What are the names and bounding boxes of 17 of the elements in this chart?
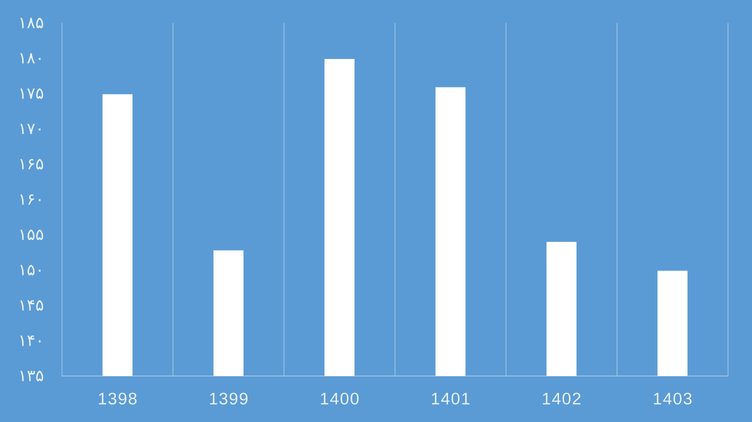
y-tick-label: ۱۴۵ [20,300,44,311]
y-tick-label: ۱۵۵ [20,230,44,240]
x-tick-label: 1400 [320,392,359,405]
y-tick-label: ۱۷۰ [20,124,41,134]
y-tick-label: ۱۸۵ [20,18,44,28]
y-tick-label: ۱۶۵ [20,159,44,170]
x-tick-label: 1398 [98,392,137,405]
y-tick-label: ۱۳۵ [20,370,44,382]
x-tick-label: 1399 [210,392,248,405]
y-tick-label: ۱۵۰ [20,264,41,276]
y-tick-label: ۱۶۰ [20,194,41,205]
x-tick-label: 1402 [542,392,580,405]
x-tick-label: 1403 [654,392,692,405]
y-tick-label: ۱۸۰ [20,53,41,64]
x-tick-label: 1401 [432,392,470,405]
y-tick-label: ۱۴۰ [20,336,41,346]
y-tick-label: ۱۷۵ [20,88,44,99]
